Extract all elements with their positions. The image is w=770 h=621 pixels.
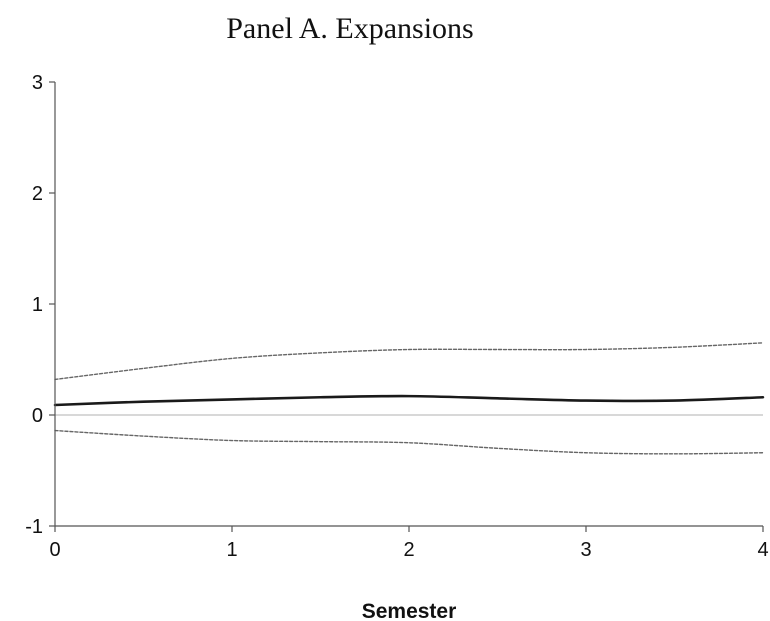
x-tick-label: 1 bbox=[226, 539, 237, 561]
y-tick-label: 1 bbox=[32, 294, 43, 316]
y-tick-label: 0 bbox=[32, 405, 43, 427]
series-line-lower-band bbox=[54, 429, 764, 455]
x-axis-label: Semester bbox=[362, 600, 457, 621]
plot-area: 3 2 1 0 -1 0 1 2 3 4 bbox=[25, 72, 768, 561]
chart-title: Panel A. Expansions bbox=[226, 12, 474, 45]
x-tick-label: 4 bbox=[757, 539, 768, 561]
x-tick-label: 2 bbox=[403, 539, 414, 561]
y-tick-label: 3 bbox=[32, 72, 43, 94]
series-line-estimate bbox=[53, 394, 765, 407]
series-layer bbox=[53, 342, 765, 455]
x-axis-ticks: 0 1 2 3 4 bbox=[49, 526, 769, 561]
x-tick-label: 0 bbox=[49, 539, 60, 561]
y-axis-ticks: 3 2 1 0 -1 bbox=[25, 72, 55, 538]
x-tick-label: 3 bbox=[580, 539, 591, 561]
y-tick-label: 2 bbox=[32, 183, 43, 205]
y-tick-label: -1 bbox=[25, 516, 43, 538]
series-line-upper-band bbox=[54, 342, 764, 381]
